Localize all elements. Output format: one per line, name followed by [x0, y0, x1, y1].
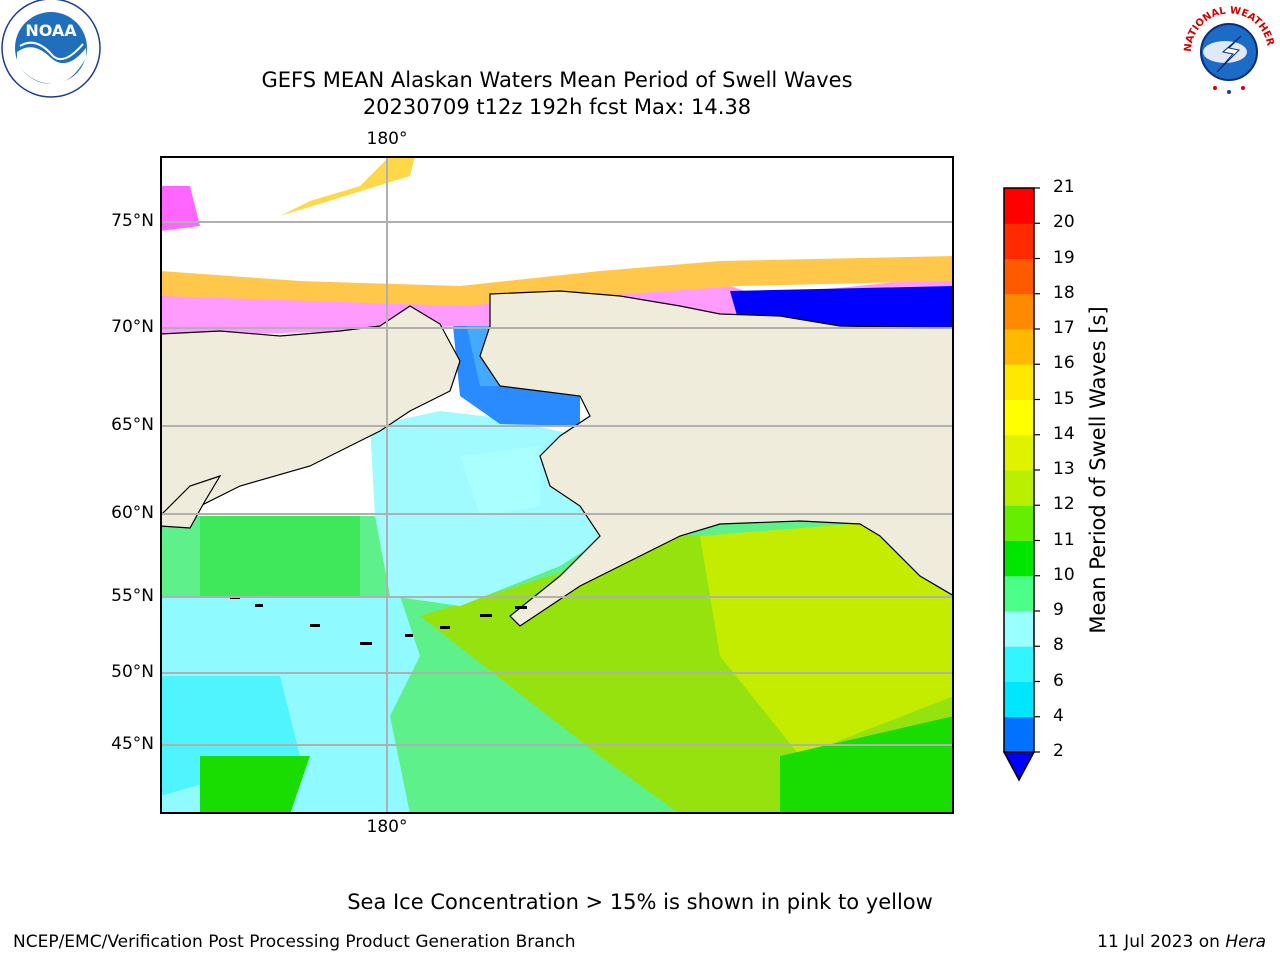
- footer-date: 11 Jul 2023 on Hera: [1097, 932, 1266, 952]
- colorbar-level-label: 18: [1053, 282, 1075, 303]
- colorbar-segment: [1004, 575, 1034, 612]
- latitude-label: 60°N: [111, 503, 154, 523]
- footer-branch: NCEP/EMC/Verification Post Processing Pr…: [13, 932, 576, 952]
- colorbar-level-label: 9: [1053, 600, 1064, 620]
- colorbar-svg: [1002, 187, 1040, 782]
- latitude-label: 55°N: [111, 586, 154, 606]
- footer-machine: Hera: [1225, 932, 1266, 952]
- colorbar-segment: [1004, 223, 1034, 259]
- latitude-label: 45°N: [111, 734, 154, 754]
- map-svg: [160, 156, 954, 814]
- nws-logo: NATIONAL WEATHER SERVICE: [1179, 0, 1280, 100]
- colorbar-level-label: 10: [1053, 564, 1075, 585]
- footer-date-text: 11 Jul 2023 on: [1097, 932, 1226, 952]
- colorbar-segment: [1004, 540, 1034, 577]
- gridlines: [160, 156, 954, 814]
- latitude-label: 65°N: [111, 415, 154, 435]
- colorbar-segment: [1004, 681, 1034, 718]
- colorbar-level-label: 17: [1053, 318, 1075, 338]
- colorbar-segment: [1004, 611, 1034, 647]
- svg-text:NOAA: NOAA: [25, 21, 77, 40]
- colorbar: [1000, 186, 1050, 786]
- colorbar-level-label: 8: [1053, 635, 1064, 656]
- colorbar-level-label: 16: [1053, 353, 1075, 374]
- colorbar-level-label: 19: [1053, 247, 1075, 268]
- colorbar-segment: [1004, 470, 1034, 506]
- colorbar-level-label: 14: [1053, 423, 1075, 444]
- colorbar-level-label: 11: [1053, 529, 1075, 550]
- land-alaska: [479, 290, 954, 627]
- colorbar-level-label: 20: [1053, 212, 1075, 233]
- colorbar-level-label: 6: [1053, 670, 1064, 691]
- latitude-label: 75°N: [111, 211, 154, 231]
- colorbar-segment: [1004, 505, 1034, 541]
- map-frame: [160, 156, 954, 814]
- colorbar-title: Mean Period of Swell Waves [s]: [1086, 306, 1110, 634]
- colorbar-segment: [1004, 188, 1034, 224]
- noaa-logo: NOAA: [0, 0, 104, 100]
- sea-ice-orange: [160, 256, 954, 306]
- latitude-label: 50°N: [111, 662, 154, 682]
- colorbar-segment: [1004, 293, 1034, 330]
- colorbar-level-label: 13: [1053, 459, 1075, 479]
- latitude-label: 70°N: [111, 317, 154, 337]
- chart-title: GEFS MEAN Alaskan Waters Mean Period of …: [261, 68, 853, 92]
- ocean-swell-yellow: [700, 516, 954, 756]
- colorbar-segment: [1004, 364, 1034, 400]
- colorbar-segment: [1004, 399, 1034, 436]
- colorbar-segment: [1004, 646, 1034, 682]
- colorbar-level-label: 4: [1053, 705, 1064, 726]
- colorbar-underflow-arrow: [1002, 751, 1036, 782]
- colorbar-segment: [1004, 716, 1034, 753]
- land-siberia: [160, 305, 461, 517]
- map-panel: [160, 156, 954, 814]
- colorbar-level-label: 2: [1053, 741, 1064, 761]
- colorbar-segment: [1004, 434, 1034, 471]
- chart-subtitle: 20230709 t12z 192h fcst Max: 14.38: [362, 95, 752, 119]
- colorbar-level-label: 15: [1053, 388, 1075, 409]
- top-longitude-label: 180°: [366, 129, 408, 149]
- colorbar-level-label: 21: [1053, 177, 1075, 197]
- sea-ice-note: Sea Ice Concentration > 15% is shown in …: [347, 890, 933, 914]
- colorbar-segment: [1004, 329, 1034, 365]
- colorbar-segment: [1004, 258, 1034, 295]
- colorbar-level-label: 12: [1053, 494, 1075, 515]
- bottom-longitude-label: 180°: [366, 817, 408, 837]
